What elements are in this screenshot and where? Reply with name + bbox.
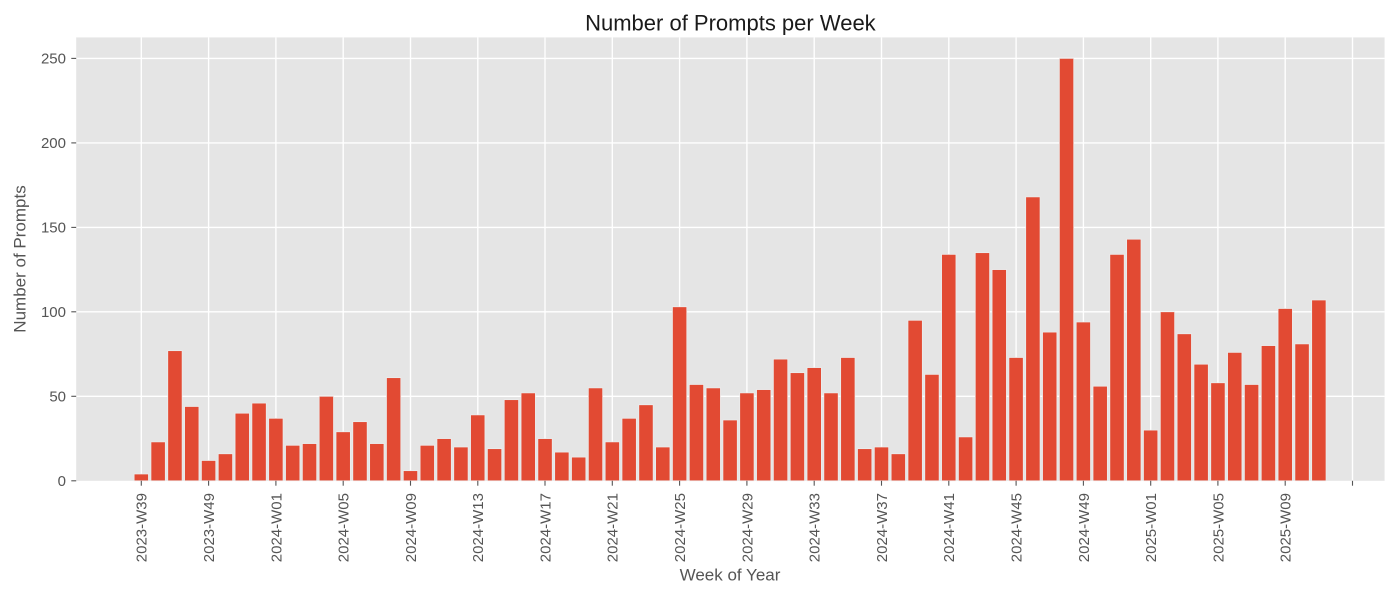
- svg-text:0: 0: [58, 473, 66, 490]
- svg-text:2024-W49: 2024-W49: [1076, 493, 1093, 562]
- svg-text:2023-W49: 2023-W49: [201, 493, 218, 562]
- svg-text:2024-W09: 2024-W09: [403, 493, 420, 562]
- svg-text:250: 250: [41, 51, 66, 68]
- svg-text:Week of Year: Week of Year: [680, 565, 781, 584]
- svg-text:2025-W09: 2025-W09: [1278, 493, 1295, 562]
- svg-text:2024-W45: 2024-W45: [1009, 493, 1026, 562]
- svg-text:Number of Prompts per Week: Number of Prompts per Week: [585, 10, 877, 35]
- svg-text:2024-W05: 2024-W05: [336, 493, 353, 562]
- svg-text:2024-W25: 2024-W25: [672, 493, 689, 562]
- svg-text:2024-W01: 2024-W01: [268, 493, 285, 562]
- svg-text:2024-W29: 2024-W29: [739, 493, 756, 562]
- svg-text:2024-W33: 2024-W33: [807, 493, 824, 562]
- svg-text:100: 100: [41, 304, 66, 321]
- svg-text:2024-W21: 2024-W21: [605, 493, 622, 562]
- svg-text:Number of Prompts: Number of Prompts: [11, 185, 30, 332]
- svg-text:2025-W05: 2025-W05: [1210, 493, 1227, 562]
- svg-text:200: 200: [41, 135, 66, 152]
- svg-text:150: 150: [41, 220, 66, 237]
- svg-text:2025-W01: 2025-W01: [1143, 493, 1160, 562]
- svg-text:2024-W41: 2024-W41: [941, 493, 958, 562]
- svg-text:50: 50: [49, 389, 66, 406]
- svg-text:2024-W37: 2024-W37: [874, 493, 891, 562]
- svg-text:2024-W17: 2024-W17: [537, 493, 554, 562]
- svg-text:2024-W13: 2024-W13: [470, 493, 487, 562]
- svg-text:2023-W39: 2023-W39: [134, 493, 151, 562]
